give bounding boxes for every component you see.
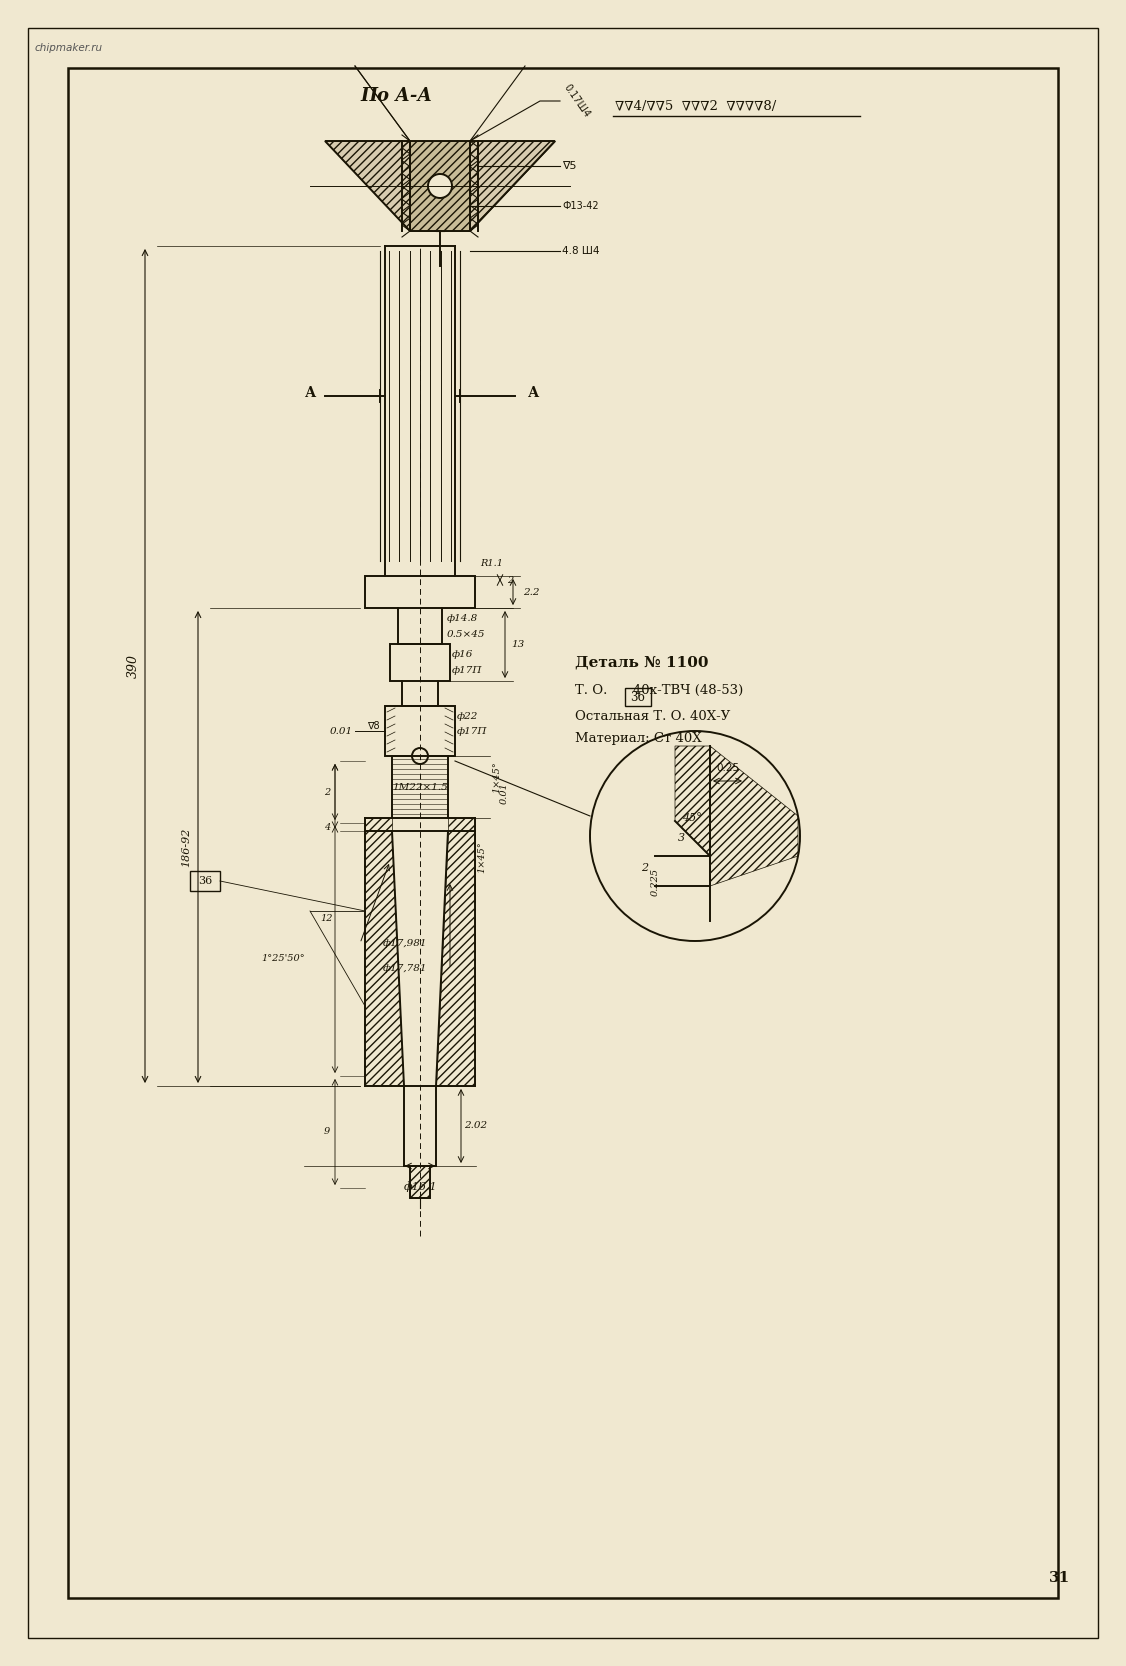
Text: 1×45°: 1×45° bbox=[492, 761, 501, 793]
Circle shape bbox=[590, 731, 799, 941]
Text: ф17П: ф17П bbox=[452, 666, 482, 675]
Text: 45°: 45° bbox=[682, 813, 701, 823]
Text: 186-92: 186-92 bbox=[181, 828, 191, 866]
Text: 36: 36 bbox=[631, 690, 645, 703]
Text: 2: 2 bbox=[324, 788, 330, 796]
Text: По А-А: По А-А bbox=[360, 87, 432, 105]
Bar bbox=[190, 871, 220, 891]
Text: chipmaker.ru: chipmaker.ru bbox=[35, 43, 104, 53]
Circle shape bbox=[428, 173, 452, 198]
Bar bbox=[410, 142, 470, 232]
Text: 9: 9 bbox=[324, 1128, 330, 1136]
Bar bbox=[68, 68, 1058, 1598]
Polygon shape bbox=[470, 142, 555, 232]
Text: ф17,781: ф17,781 bbox=[383, 965, 427, 973]
Text: 1×45°: 1×45° bbox=[477, 841, 486, 873]
Text: Ф13-42: Ф13-42 bbox=[562, 202, 599, 212]
Text: ∇5: ∇5 bbox=[562, 162, 577, 172]
Text: ф22: ф22 bbox=[457, 711, 479, 720]
Text: ∇∇4/∇∇5  ∇∇∇2  ∇∇∇∇8/: ∇∇4/∇∇5 ∇∇∇2 ∇∇∇∇8/ bbox=[615, 100, 776, 113]
Text: 12: 12 bbox=[321, 915, 333, 923]
Bar bbox=[625, 688, 651, 706]
Text: 4: 4 bbox=[324, 823, 330, 831]
Bar bbox=[365, 576, 475, 608]
Text: 1°25'50°: 1°25'50° bbox=[261, 955, 305, 963]
Text: R1.1: R1.1 bbox=[480, 560, 503, 568]
Text: ф16.1: ф16.1 bbox=[403, 1181, 437, 1191]
Text: 0.01: 0.01 bbox=[330, 726, 354, 735]
Text: 0.01: 0.01 bbox=[500, 783, 509, 805]
Bar bbox=[410, 142, 470, 232]
Text: 1М22×1.5: 1М22×1.5 bbox=[392, 783, 448, 791]
Text: А: А bbox=[304, 387, 315, 400]
Text: 0.225: 0.225 bbox=[651, 868, 660, 896]
Text: 2: 2 bbox=[507, 575, 513, 585]
Text: ф17,981: ф17,981 bbox=[383, 940, 427, 948]
Text: 31: 31 bbox=[1049, 1571, 1071, 1584]
Bar bbox=[392, 756, 448, 818]
Text: ∇8: ∇8 bbox=[367, 721, 379, 731]
Polygon shape bbox=[325, 142, 410, 232]
Text: 2.02: 2.02 bbox=[464, 1121, 488, 1131]
Text: 0.17Ш4: 0.17Ш4 bbox=[562, 83, 592, 120]
Text: ф14.8: ф14.8 bbox=[447, 613, 479, 623]
Text: 0.5×45: 0.5×45 bbox=[447, 630, 485, 638]
Text: ф17П: ф17П bbox=[457, 726, 488, 735]
Text: 13: 13 bbox=[511, 640, 525, 650]
Text: 2: 2 bbox=[642, 863, 649, 873]
Text: 2.2: 2.2 bbox=[522, 588, 539, 596]
Bar bbox=[385, 706, 455, 756]
Text: ф16: ф16 bbox=[452, 650, 473, 660]
Circle shape bbox=[412, 748, 428, 765]
Text: 0.25: 0.25 bbox=[716, 763, 740, 773]
Text: 36: 36 bbox=[198, 876, 212, 886]
Bar bbox=[410, 1166, 430, 1198]
Text: 4.8 Ш4: 4.8 Ш4 bbox=[562, 247, 599, 257]
Bar bbox=[410, 1166, 430, 1198]
Text: Материал: Ст 40Х: Материал: Ст 40Х bbox=[575, 731, 701, 745]
Bar bbox=[390, 645, 450, 681]
Text: 3: 3 bbox=[678, 833, 685, 843]
Text: Деталь № 1100: Деталь № 1100 bbox=[575, 655, 708, 670]
Text: А: А bbox=[527, 387, 538, 400]
Text: Остальная Т. О. 40Х-У: Остальная Т. О. 40Х-У bbox=[575, 710, 731, 723]
Text: Т. О.      40х-ТВЧ (48-53): Т. О. 40х-ТВЧ (48-53) bbox=[575, 685, 743, 696]
Text: 390: 390 bbox=[126, 655, 140, 678]
